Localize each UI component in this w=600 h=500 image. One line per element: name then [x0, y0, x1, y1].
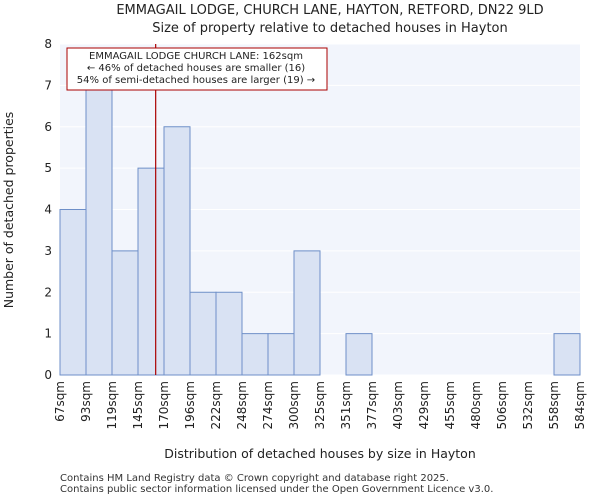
chart-title-line2: Size of property relative to detached ho…: [152, 21, 508, 36]
x-tick-label: 300sqm: [287, 381, 301, 429]
x-tick-label: 480sqm: [469, 381, 483, 429]
bar-248sqm: [241, 333, 269, 376]
bar-119sqm: [111, 250, 139, 376]
bar-93sqm: [85, 84, 113, 376]
x-tick-label: 248sqm: [235, 381, 249, 429]
bar-145sqm: [137, 167, 165, 376]
bars-group: [59, 84, 581, 376]
x-tick-label: 196sqm: [183, 381, 197, 429]
x-axis-label: Distribution of detached houses by size …: [164, 446, 476, 461]
x-tick-label: 325sqm: [313, 381, 327, 429]
y-tick-label: 8: [44, 37, 52, 51]
x-tick-label: 351sqm: [339, 381, 353, 429]
x-tick-label: 67sqm: [53, 381, 67, 422]
y-tick-label: 6: [44, 120, 52, 134]
y-tick-label: 0: [44, 368, 52, 382]
y-axis-label: Number of detached properties: [1, 112, 16, 309]
annotation-line2: ← 46% of detached houses are smaller (16…: [87, 63, 305, 74]
x-tick-label: 584sqm: [573, 381, 587, 429]
annotation-line1: EMMAGAIL LODGE CHURCH LANE: 162sqm: [89, 51, 303, 62]
bar-196sqm: [189, 291, 217, 376]
x-tick-label: 274sqm: [261, 381, 275, 429]
bar-67sqm: [59, 209, 87, 376]
x-tick-label: 377sqm: [365, 381, 379, 429]
x-tick-label: 145sqm: [131, 381, 145, 429]
x-tick-label: 455sqm: [443, 381, 457, 429]
x-tick-label: 170sqm: [157, 381, 171, 429]
x-tick-label: 93sqm: [79, 381, 93, 422]
x-tick-label: 532sqm: [521, 381, 535, 429]
x-axis-ticks: 67sqm 93sqm 119sqm 145sqm 170sqm 196sqm 222sqm…: [53, 381, 587, 429]
annotation-line3: 54% of semi-detached houses are larger (…: [77, 75, 315, 86]
bar-170sqm: [163, 126, 191, 376]
x-tick-label: 403sqm: [391, 381, 405, 429]
annotation-box: [66, 47, 328, 91]
x-tick-label: 506sqm: [495, 381, 509, 429]
y-tick-label: 3: [44, 244, 52, 258]
y-axis-ticks: 0 1 2 3 4 5 6 7 8: [44, 37, 52, 382]
bar-300sqm: [293, 250, 321, 376]
bar-274sqm: [267, 333, 295, 376]
y-tick-label: 5: [44, 161, 52, 175]
y-tick-label: 1: [44, 327, 52, 341]
x-tick-label: 119sqm: [105, 381, 119, 429]
histogram-chart: EMMAGAIL LODGE, CHURCH LANE, HAYTON, RET…: [1, 3, 587, 461]
x-tick-label: 429sqm: [417, 381, 431, 429]
x-tick-label: 222sqm: [209, 381, 223, 429]
x-tick-label: 558sqm: [547, 381, 561, 429]
bar-558sqm: [553, 333, 581, 376]
plot-area: EMMAGAIL LODGE CHURCH LANE: 162sqm ← 46%…: [59, 43, 581, 376]
y-tick-label: 4: [44, 203, 52, 217]
footer-line2: Contains public sector information licen…: [60, 484, 494, 495]
footer-line1: Contains HM Land Registry data © Crown c…: [60, 473, 449, 484]
y-tick-label: 2: [44, 285, 52, 299]
chart-title-line1: EMMAGAIL LODGE, CHURCH LANE, HAYTON, RET…: [116, 3, 543, 18]
y-tick-label: 7: [44, 78, 52, 92]
bar-222sqm: [215, 291, 243, 376]
bar-351sqm: [345, 333, 373, 376]
